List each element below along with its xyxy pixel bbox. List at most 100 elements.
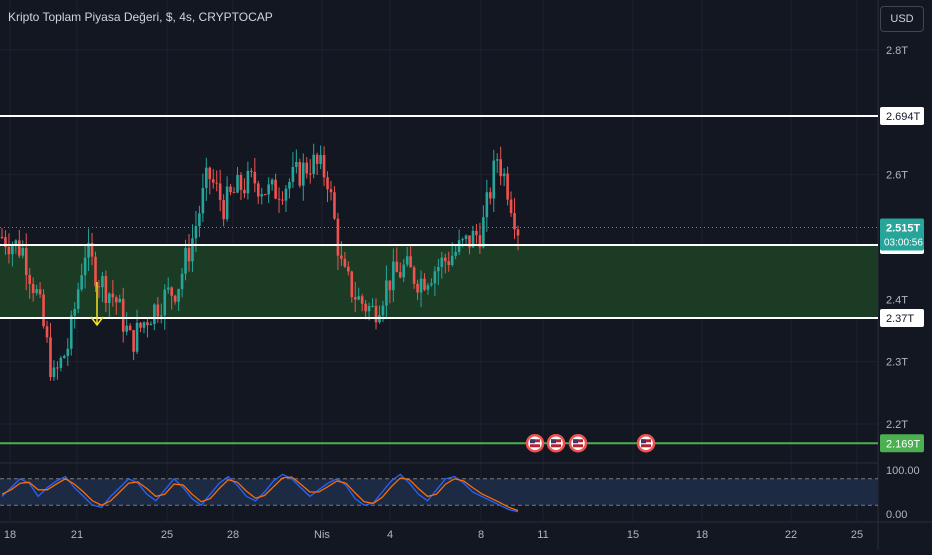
x-tick-label: 28 — [227, 529, 239, 541]
current-price-bg — [880, 218, 924, 251]
candle — [160, 315, 163, 317]
candle — [374, 305, 378, 323]
candle — [142, 322, 146, 328]
candle — [128, 325, 132, 331]
flag-canton — [641, 439, 646, 444]
us-flag-icon — [636, 434, 656, 453]
candle — [329, 189, 333, 193]
candle — [56, 367, 59, 369]
candle — [298, 162, 302, 186]
candle — [360, 296, 364, 304]
candle — [156, 304, 160, 317]
candle — [250, 170, 253, 172]
x-tick-label: 25 — [851, 529, 863, 541]
candle — [211, 179, 215, 183]
y-tick-label: 2.2T — [886, 419, 908, 431]
candle — [492, 160, 496, 199]
candle — [506, 173, 509, 200]
candle — [225, 186, 229, 220]
candle — [295, 162, 298, 167]
candle — [509, 199, 513, 214]
candle — [177, 289, 180, 302]
x-tick-label: Nis — [314, 529, 330, 541]
candle — [409, 256, 412, 268]
candle — [322, 154, 326, 178]
candle — [76, 289, 80, 309]
candle — [405, 256, 409, 265]
candle — [94, 256, 97, 287]
candle — [495, 159, 499, 161]
candle — [353, 297, 357, 300]
candle — [419, 278, 423, 293]
candle — [267, 184, 270, 195]
candle — [24, 247, 28, 276]
candle — [218, 183, 222, 201]
candle — [319, 154, 322, 164]
down-arrow-icon — [90, 282, 104, 327]
chart-title: Kripto Toplam Piyasa Değeri, $, 4s, CRYP… — [8, 10, 273, 24]
candle — [146, 322, 149, 326]
candle — [270, 179, 274, 185]
axes: 18 21 25 28 Nis 4 8 11 15 18 22 25 2.8T 2.6T 2.4T 2.3T 2… — [4, 45, 924, 541]
candle — [256, 183, 260, 197]
candle — [464, 235, 468, 240]
candle — [11, 245, 14, 255]
candle — [132, 330, 135, 352]
x-tick-label: 4 — [387, 529, 393, 541]
countdown-label: 03:00:56 — [884, 238, 923, 249]
candle — [104, 276, 108, 303]
candle — [312, 154, 315, 174]
candle — [454, 251, 457, 256]
candle — [180, 273, 184, 290]
candle — [471, 230, 475, 248]
us-flag-icon — [525, 434, 545, 453]
candle — [101, 276, 104, 288]
candle — [232, 192, 236, 194]
zone-bottom-label: 2.37T — [886, 313, 914, 325]
candle — [343, 258, 347, 267]
flag-canton — [551, 439, 556, 444]
candle — [42, 294, 45, 327]
y-tick-label: 2.4T — [886, 294, 908, 306]
candle — [364, 303, 367, 312]
candle — [367, 305, 371, 312]
candle — [118, 298, 122, 303]
candles — [0, 143, 520, 381]
candle — [205, 167, 208, 188]
x-tick-label: 18 — [4, 529, 16, 541]
candle — [184, 248, 187, 274]
candle — [385, 280, 388, 306]
candle — [59, 357, 63, 368]
candle — [447, 261, 451, 265]
candle — [222, 200, 225, 220]
candle — [457, 240, 461, 252]
candle — [437, 266, 440, 272]
candle — [21, 247, 25, 256]
candle — [440, 257, 444, 267]
candle — [73, 308, 77, 316]
currency-button[interactable]: USD — [880, 6, 924, 32]
candle — [125, 325, 128, 332]
candle — [281, 199, 284, 201]
candle — [239, 174, 243, 190]
stoch-y-tick-label: 100.00 — [886, 465, 920, 477]
candle — [80, 275, 83, 290]
candle — [284, 188, 288, 201]
current-price-label: 2.515T — [886, 223, 921, 235]
candle — [66, 348, 70, 356]
candle — [0, 236, 4, 238]
candle — [315, 154, 319, 164]
candle — [426, 285, 430, 290]
candle — [253, 171, 257, 184]
candle — [49, 337, 52, 378]
candle — [243, 189, 246, 194]
candle — [31, 283, 35, 293]
candle — [326, 177, 329, 190]
candle — [305, 162, 309, 174]
demand-zone — [0, 245, 878, 318]
stochastic-indicator — [0, 473, 878, 513]
candle — [291, 166, 295, 182]
candle — [153, 304, 156, 324]
